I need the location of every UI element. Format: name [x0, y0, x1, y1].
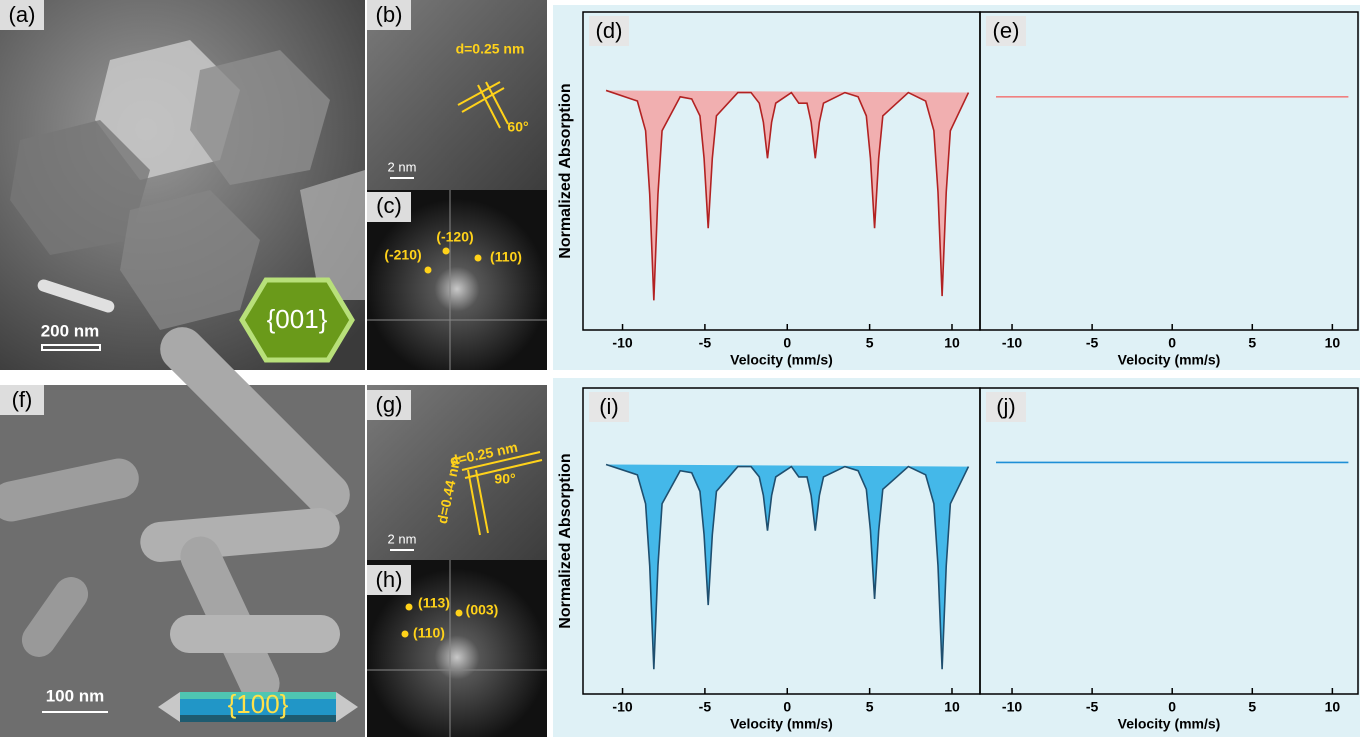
panel-label: (a) — [9, 2, 36, 27]
panel-label: (b) — [376, 2, 403, 27]
micrograph-h: (h) (113) (003) (110) — [367, 560, 547, 737]
x-tick-label: -5 — [1086, 699, 1099, 715]
micrograph-a: (a) 200 nm {001} — [0, 0, 365, 370]
y-axis-title: Normalized Absorption — [557, 83, 574, 258]
x-tick-label: 10 — [1325, 335, 1341, 351]
x-tick-label: 0 — [1168, 699, 1176, 715]
micrograph-b: (b) d=0.25 nm 60° 2 nm — [367, 0, 547, 190]
x-tick-label: -10 — [612, 335, 632, 351]
micrograph-f: (f) 100 nm {100} — [0, 318, 365, 737]
spectra-background — [553, 5, 1360, 370]
x-tick-label: -5 — [699, 335, 712, 351]
panel-label: (g) — [376, 392, 403, 417]
panel-label: (f) — [12, 387, 33, 412]
angle-label: 90° — [494, 471, 515, 487]
panel-label: (h) — [376, 567, 403, 592]
x-tick-label: -5 — [699, 699, 712, 715]
x-tick-label: 10 — [944, 699, 960, 715]
angle-label: 60° — [507, 119, 528, 135]
x-tick-label: 10 — [1325, 699, 1341, 715]
x-axis-title: Velocity (mm/s) — [1118, 716, 1221, 732]
x-tick-label: -5 — [1086, 335, 1099, 351]
panel-label: (i) — [599, 394, 619, 419]
x-axis-title: Velocity (mm/s) — [1118, 352, 1221, 368]
scale-bar-label: 2 nm — [388, 531, 417, 546]
x-tick-label: 0 — [783, 699, 791, 715]
facet-label: {100} — [228, 689, 289, 719]
panel-label: (d) — [596, 18, 623, 43]
x-tick-label: 5 — [1248, 699, 1256, 715]
spot-label: (-210) — [384, 247, 421, 263]
x-tick-label: 5 — [1248, 335, 1256, 351]
x-tick-label: -10 — [1002, 335, 1022, 351]
x-tick-label: 5 — [866, 335, 874, 351]
spot-label: (110) — [413, 625, 445, 641]
panel-label: (j) — [996, 394, 1016, 419]
spot-label: (003) — [466, 602, 499, 618]
figure: (a) 200 nm {001} (b) d=0.25 nm 60° 2 nm … — [0, 0, 1360, 737]
panel-label: (e) — [993, 18, 1020, 43]
x-axis-title: Velocity (mm/s) — [730, 716, 833, 732]
micrograph-c: (c) (-120) (-210) (110) — [367, 190, 547, 370]
micrograph-g: (g) d=0.25 nm d=0.44 nm 90° 2 nm — [367, 385, 547, 560]
panel-label: (c) — [376, 193, 402, 218]
spectra-background — [553, 378, 1360, 737]
scale-bar-label: 200 nm — [41, 321, 100, 340]
x-tick-label: -10 — [1002, 699, 1022, 715]
x-tick-label: 10 — [944, 335, 960, 351]
facet-label: {001} — [267, 304, 328, 334]
scale-bar-label: 100 nm — [46, 686, 105, 705]
x-axis-title: Velocity (mm/s) — [730, 352, 833, 368]
x-tick-label: 5 — [866, 699, 874, 715]
lattice-spacing: d=0.25 nm — [456, 41, 525, 57]
x-tick-label: 0 — [783, 335, 791, 351]
spot-label: (-120) — [436, 229, 473, 245]
x-tick-label: -10 — [612, 699, 632, 715]
y-axis-title: Normalized Absorption — [557, 453, 574, 628]
spot-label: (110) — [490, 249, 522, 265]
x-tick-label: 0 — [1168, 335, 1176, 351]
spot-label: (113) — [418, 595, 450, 611]
scale-bar-label: 2 nm — [388, 159, 417, 174]
